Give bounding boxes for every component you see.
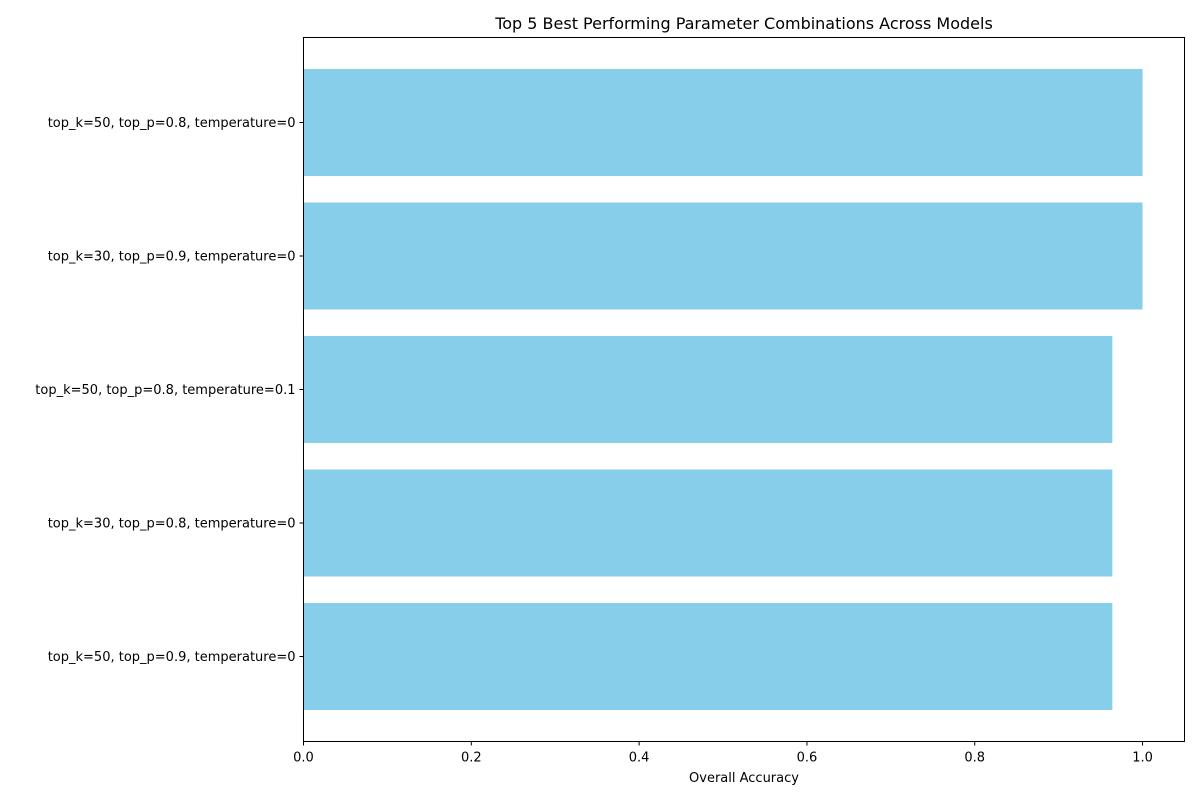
y-tick-label-0: top_k=50, top_p=0.8, temperature=0 (48, 116, 296, 131)
y-ticks: top_k=50, top_p=0.8, temperature=0 top_k=… (35, 116, 304, 665)
x-axis-label: Overall Accuracy (689, 771, 799, 786)
chart-title: Top 5 Best Performing Parameter Combinat… (494, 14, 993, 33)
bar-0 (303, 69, 1143, 176)
bar-4 (303, 603, 1113, 710)
x-tick-label-5: 1.0 (1132, 751, 1153, 766)
x-tick-label-3: 0.6 (797, 751, 818, 766)
y-tick-label-4: top_k=50, top_p=0.9, temperature=0 (48, 650, 296, 665)
plot-frame (303, 37, 1185, 742)
x-tick-label-1: 0.2 (461, 751, 482, 766)
y-tick-label-2: top_k=50, top_p=0.8, temperature=0.1 (35, 383, 295, 398)
x-tick-label-0: 0.0 (293, 751, 314, 766)
x-tick-label-2: 0.4 (629, 751, 650, 766)
bars (303, 69, 1143, 710)
x-ticks: 0.0 0.2 0.4 0.6 0.8 1.0 (293, 741, 1153, 766)
y-tick-label-3: top_k=30, top_p=0.8, temperature=0 (48, 517, 296, 532)
x-tick-label-4: 0.8 (964, 751, 985, 766)
bar-2 (303, 336, 1113, 443)
y-tick-label-1: top_k=30, top_p=0.9, temperature=0 (48, 250, 296, 265)
bar-1 (303, 202, 1143, 310)
bar-3 (303, 469, 1113, 577)
